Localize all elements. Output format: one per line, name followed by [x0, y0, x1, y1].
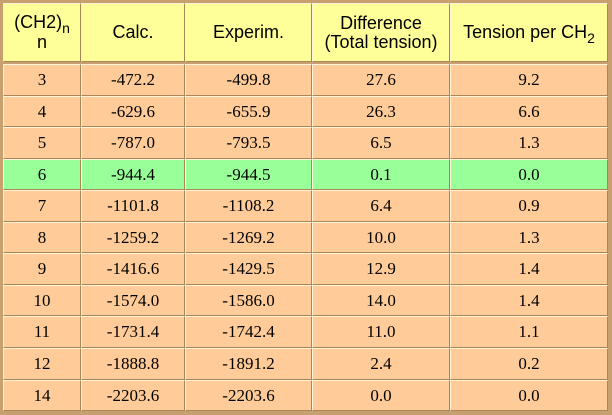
- cell-tension: 1.3: [450, 127, 608, 159]
- cell-experim: -1108.2: [185, 190, 312, 222]
- cell-n: 9: [3, 253, 81, 285]
- cell-tension: 1.4: [450, 285, 608, 316]
- header-difference: Difference (Total tension): [312, 3, 450, 62]
- header-ch2-n: (CH2)n n: [3, 3, 81, 62]
- cell-experim: -1269.2: [185, 222, 312, 253]
- cell-difference: 6.4: [312, 190, 450, 222]
- header-difference-line1: Difference: [340, 12, 422, 33]
- header-tension-main: Tension per CH: [463, 21, 588, 42]
- cell-n: 4: [3, 96, 81, 127]
- header-experim: Experim.: [185, 3, 312, 62]
- header-tension-label: Tension per CH2: [463, 21, 595, 46]
- cell-difference: 14.0: [312, 285, 450, 316]
- cell-n: 8: [3, 222, 81, 253]
- cell-calc: -1731.4: [81, 316, 185, 348]
- cell-calc: -1101.8: [81, 190, 185, 222]
- cell-tension: 0.0: [450, 380, 608, 411]
- cell-tension: 1.3: [450, 222, 608, 253]
- cell-calc: -629.6: [81, 96, 185, 127]
- cell-difference: 12.9: [312, 253, 450, 285]
- cell-difference: 11.0: [312, 316, 450, 348]
- cell-difference: 0.0: [312, 380, 450, 411]
- cell-difference: 27.6: [312, 64, 450, 96]
- header-tension-per-ch2: Tension per CH2: [450, 3, 608, 62]
- cell-experim: -1742.4: [185, 316, 312, 348]
- cell-n: 5: [3, 127, 81, 159]
- cell-difference: 2.4: [312, 348, 450, 380]
- header-ch2-label: (CH2)n: [14, 12, 70, 37]
- header-ch2-main: (CH2): [14, 12, 63, 32]
- cell-experim: -793.5: [185, 127, 312, 159]
- cell-experim: -1586.0: [185, 285, 312, 316]
- cell-difference: 10.0: [312, 222, 450, 253]
- cell-tension: 6.6: [450, 96, 608, 127]
- cell-calc: -1259.2: [81, 222, 185, 253]
- cell-n: 12: [3, 348, 81, 380]
- cell-n: 6: [3, 159, 81, 190]
- header-experim-label: Experim.: [212, 22, 284, 42]
- cell-n: 11: [3, 316, 81, 348]
- cell-tension: 1.4: [450, 253, 608, 285]
- cell-tension: 0.2: [450, 348, 608, 380]
- cell-experim: -1429.5: [185, 253, 312, 285]
- cell-tension: 0.9: [450, 190, 608, 222]
- cell-experim: -2203.6: [185, 380, 312, 411]
- cell-calc: -944.4: [81, 159, 185, 190]
- cell-experim: -499.8: [185, 64, 312, 96]
- cell-experim: -944.5: [185, 159, 312, 190]
- header-difference-line2: (Total tension): [324, 31, 438, 52]
- header-calc-label: Calc.: [112, 22, 154, 42]
- cell-difference: 0.1: [312, 159, 450, 190]
- cell-n: 7: [3, 190, 81, 222]
- cell-calc: -787.0: [81, 127, 185, 159]
- cell-n: 3: [3, 64, 81, 96]
- cell-experim: -655.9: [185, 96, 312, 127]
- cell-calc: -1574.0: [81, 285, 185, 316]
- cell-calc: -1888.8: [81, 348, 185, 380]
- cell-tension: 1.1: [450, 316, 608, 348]
- cell-calc: -1416.6: [81, 253, 185, 285]
- header-tension-subscript: 2: [587, 29, 595, 46]
- header-n-label: n: [36, 32, 47, 52]
- cell-tension: 9.2: [450, 64, 608, 96]
- cell-n: 14: [3, 380, 81, 411]
- cell-experim: -1891.2: [185, 348, 312, 380]
- cell-difference: 26.3: [312, 96, 450, 127]
- cell-tension: 0.0: [450, 159, 608, 190]
- cell-difference: 6.5: [312, 127, 450, 159]
- cell-calc: -472.2: [81, 64, 185, 96]
- header-ch2-subscript: n: [62, 20, 70, 36]
- header-calc: Calc.: [81, 3, 185, 62]
- cell-n: 10: [3, 285, 81, 316]
- cell-calc: -2203.6: [81, 380, 185, 411]
